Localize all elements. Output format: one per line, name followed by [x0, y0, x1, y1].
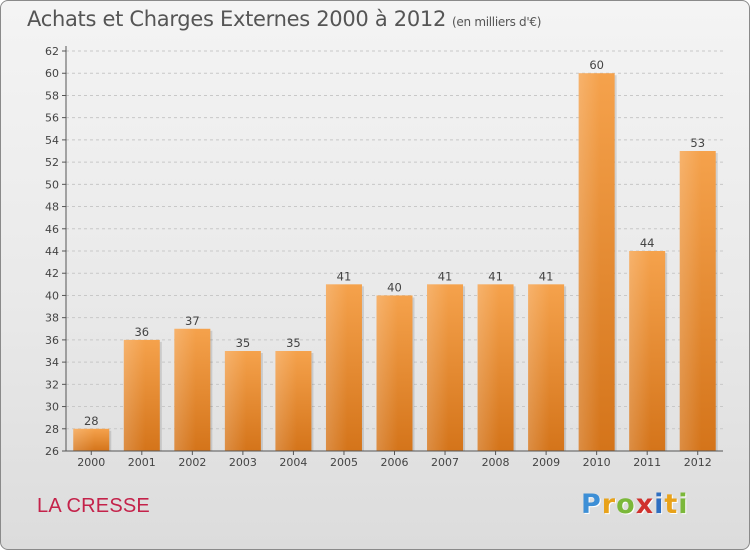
x-tick-label: 2005: [330, 456, 358, 469]
y-tick-label: 28: [45, 423, 59, 436]
logo-letter: x: [635, 489, 655, 520]
x-tick-label: 2007: [431, 456, 459, 469]
bar-highlight: [528, 284, 565, 451]
y-tick-label: 62: [45, 45, 59, 58]
y-tick-label: 26: [45, 445, 59, 458]
chart-subtitle: (en milliers d'€): [452, 15, 542, 29]
chart-title: Achats et Charges Externes 2000 à 2012: [27, 7, 447, 31]
bar-highlight: [578, 73, 615, 451]
bar-highlight: [477, 284, 514, 451]
logo-letter: P: [581, 489, 602, 520]
bar-highlight: [427, 284, 464, 451]
y-tick-label: 60: [45, 67, 59, 80]
y-tick-label: 32: [45, 378, 59, 391]
x-tick-label: 2008: [482, 456, 510, 469]
logo-letter: t: [664, 489, 679, 520]
x-tick-label: 2003: [229, 456, 257, 469]
y-tick-label: 40: [45, 289, 59, 302]
bar-highlight: [123, 339, 160, 451]
bar-value-label: 41: [438, 269, 453, 283]
x-tick-label: 2011: [633, 456, 661, 469]
y-tick-label: 48: [45, 201, 59, 214]
y-tick-label: 52: [45, 156, 59, 169]
y-tick-label: 50: [45, 178, 59, 191]
bar-value-label: 28: [84, 414, 99, 428]
bar-value-label: 41: [337, 269, 352, 283]
bar-value-label: 60: [589, 58, 604, 72]
x-tick-label: 2002: [178, 456, 206, 469]
bar-value-label: 40: [387, 280, 402, 294]
x-tick-label: 2012: [684, 456, 712, 469]
x-tick-label: 2010: [583, 456, 611, 469]
bar-highlight: [275, 351, 312, 451]
y-tick-label: 54: [45, 134, 59, 147]
bar-highlight: [325, 284, 362, 451]
bar-value-label: 35: [236, 336, 251, 350]
x-tick-label: 2009: [532, 456, 560, 469]
y-tick-label: 36: [45, 334, 59, 347]
place-name: LA CRESSE: [37, 495, 150, 517]
x-tick-label: 2004: [279, 456, 307, 469]
y-tick-label: 30: [45, 401, 59, 414]
bar-value-label: 53: [690, 136, 705, 150]
bar-highlight: [174, 328, 211, 451]
proxiti-logo: Proxiti: [581, 489, 689, 520]
labels: 26 28 30 32 34 36 38 40 42 44 46 48 50 52 54 56 58 60 62 28…: [45, 45, 712, 469]
y-tick-label: 42: [45, 267, 59, 280]
bar-highlight: [73, 428, 110, 451]
y-tick-label: 38: [45, 312, 59, 325]
y-tick-label: 46: [45, 223, 59, 236]
bar-highlight: [679, 151, 716, 451]
y-tick-label: 56: [45, 112, 59, 125]
chart-title-line: Achats et Charges Externes 2000 à 2012 (e…: [27, 7, 541, 31]
axes: [62, 46, 723, 455]
logo-letter: r: [601, 489, 617, 520]
x-tick-label: 2006: [381, 456, 409, 469]
bar-value-label: 37: [185, 314, 200, 328]
y-tick-label: 58: [45, 89, 59, 102]
x-tick-label: 2001: [128, 456, 156, 469]
bar-value-label: 41: [488, 269, 503, 283]
logo-letter: i: [654, 489, 665, 520]
logo-letter: i: [678, 489, 689, 520]
bar-value-label: 36: [134, 325, 149, 339]
y-tick-label: 44: [45, 245, 59, 258]
bar-value-label: 41: [539, 269, 554, 283]
logo-letter: o: [616, 489, 636, 520]
bar-highlight: [629, 251, 666, 451]
bars: [73, 73, 718, 451]
bar-highlight: [224, 351, 261, 451]
x-tick-label: 2000: [77, 456, 105, 469]
bar-value-label: 35: [286, 336, 301, 350]
bar-highlight: [376, 295, 413, 451]
y-tick-label: 34: [45, 356, 59, 369]
bar-value-label: 44: [640, 236, 655, 250]
